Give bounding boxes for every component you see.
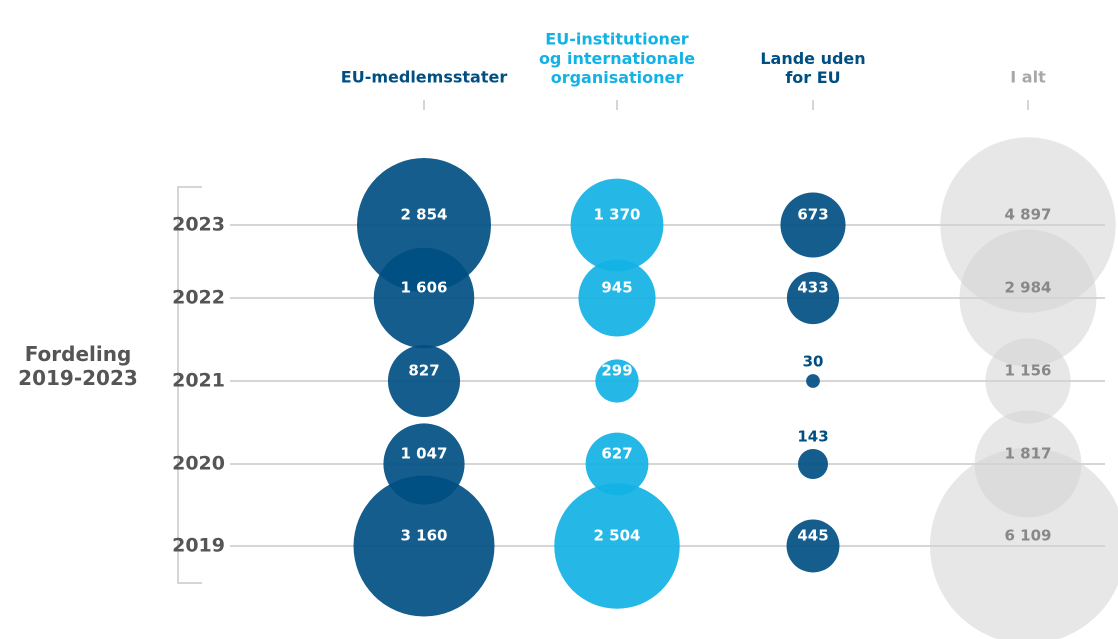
bubble <box>786 519 840 573</box>
bubble <box>357 158 491 292</box>
bubble <box>373 247 475 349</box>
bubble <box>554 483 680 609</box>
bubble <box>806 374 820 388</box>
year-label: 2022 <box>172 287 225 309</box>
bubble <box>570 178 664 272</box>
value-label: 3 160 <box>401 527 448 545</box>
value-label: 4 897 <box>1005 206 1052 224</box>
bubble <box>930 448 1118 639</box>
value-label: 1 817 <box>1005 445 1052 463</box>
bubble <box>585 432 649 496</box>
year-label: 2023 <box>172 214 225 236</box>
bracket <box>177 186 202 584</box>
bubble <box>578 259 656 337</box>
value-label: 30 <box>803 353 824 371</box>
value-label: 143 <box>797 428 828 446</box>
bubble <box>959 229 1097 367</box>
value-label: 1 606 <box>401 279 448 297</box>
legend-label: EU-medlemsstater <box>341 68 508 87</box>
value-label: 2 984 <box>1005 279 1052 297</box>
chart-title: Fordeling 2019-2023 <box>18 342 138 390</box>
legend-label: I alt <box>1010 68 1046 87</box>
bubble <box>353 475 495 617</box>
value-label: 827 <box>408 362 439 380</box>
bubble <box>786 271 840 325</box>
bubble <box>985 338 1071 424</box>
value-label: 1 156 <box>1005 362 1052 380</box>
value-label: 1 370 <box>594 206 641 224</box>
value-label: 299 <box>601 362 632 380</box>
value-label: 1 047 <box>401 445 448 463</box>
value-label: 673 <box>797 206 828 224</box>
bubble <box>387 344 461 418</box>
year-label: 2019 <box>172 535 225 557</box>
year-label: 2021 <box>172 370 225 392</box>
value-label: 445 <box>797 527 828 545</box>
value-label: 945 <box>601 279 632 297</box>
value-label: 627 <box>601 445 632 463</box>
year-label: 2020 <box>172 453 225 475</box>
legend-label: Lande uden for EU <box>760 48 865 86</box>
bubble <box>798 449 828 479</box>
legend-label: EU-institutioner og internationale organis… <box>539 29 695 86</box>
bubble <box>595 359 639 403</box>
value-label: 2 504 <box>594 527 641 545</box>
value-label: 433 <box>797 279 828 297</box>
bubble <box>780 192 846 258</box>
value-label: 6 109 <box>1005 527 1052 545</box>
value-label: 2 854 <box>401 206 448 224</box>
